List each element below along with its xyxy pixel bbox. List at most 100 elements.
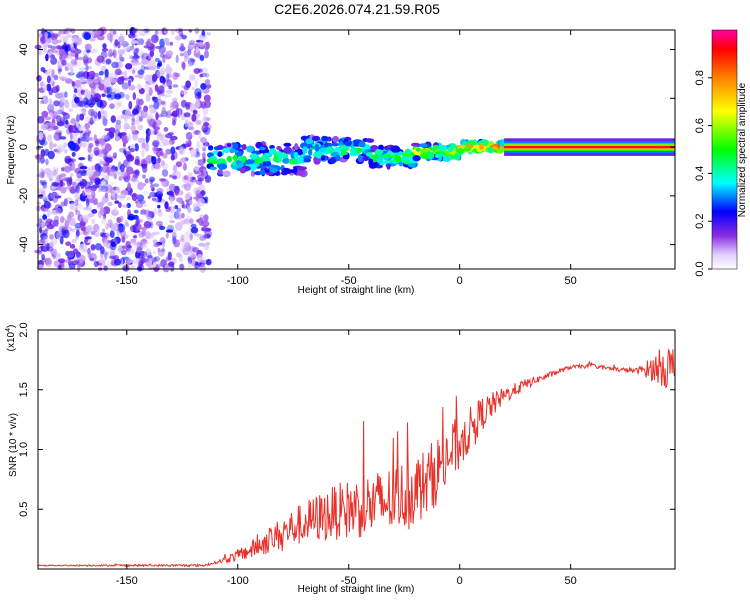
noise-speckle <box>205 242 211 246</box>
noise-speckle <box>132 169 140 179</box>
noise-speckle <box>72 35 79 44</box>
noise-speckle <box>179 46 186 52</box>
noise-speckle <box>118 223 126 233</box>
noise-speckle <box>150 183 154 189</box>
noise-speckle <box>64 149 68 154</box>
noise-speckle <box>192 110 198 115</box>
track-speckle <box>373 149 384 155</box>
track-speckle <box>213 146 220 151</box>
track-speckle <box>370 145 377 153</box>
noise-speckle <box>130 238 136 244</box>
noise-speckle <box>147 195 151 199</box>
noise-speckle <box>99 207 105 216</box>
noise-speckle <box>70 172 74 177</box>
colorbar-tick-label: 0.0 <box>694 261 706 276</box>
noise-speckle <box>197 215 202 219</box>
noise-speckle <box>37 33 43 38</box>
noise-speckle <box>39 157 46 164</box>
noise-speckle <box>165 256 171 261</box>
noise-speckle <box>185 53 190 59</box>
noise-speckle <box>151 164 155 171</box>
noise-speckle <box>118 201 122 209</box>
noise-speckle <box>184 231 191 238</box>
noise-speckle <box>82 141 87 148</box>
noise-speckle <box>146 64 151 68</box>
noise-speckle <box>79 165 88 170</box>
noise-speckle <box>154 162 162 170</box>
noise-speckle <box>88 143 94 148</box>
noise-speckle <box>130 178 136 182</box>
noise-speckle <box>157 98 163 106</box>
noise-speckle <box>204 49 209 59</box>
noise-speckle <box>184 143 191 148</box>
noise-speckle <box>184 119 189 128</box>
noise-speckle <box>46 83 52 92</box>
noise-speckle <box>40 233 48 240</box>
noise-speckle <box>119 33 124 38</box>
noise-speckle <box>118 147 127 153</box>
noise-speckle <box>58 225 62 232</box>
noise-speckle <box>205 117 211 121</box>
track-speckle <box>321 135 328 142</box>
x-tick-label: -150 <box>116 275 138 287</box>
noise-speckle <box>190 223 197 228</box>
noise-speckle <box>67 250 74 258</box>
noise-speckle <box>102 234 108 244</box>
track-speckle <box>269 167 278 174</box>
noise-speckle <box>198 243 206 247</box>
noise-speckle <box>60 96 65 103</box>
noise-speckle <box>113 173 117 180</box>
track-speckle <box>262 160 272 167</box>
noise-speckle <box>75 229 80 237</box>
noise-speckle <box>162 139 169 147</box>
noise-speckle <box>158 141 166 147</box>
noise-speckle <box>197 91 202 99</box>
track-speckle <box>386 163 391 170</box>
noise-speckle <box>196 253 203 263</box>
track-speckle <box>327 142 333 148</box>
noise-speckle <box>121 256 130 260</box>
track-speckle <box>390 145 401 153</box>
track-speckle <box>222 170 231 178</box>
noise-speckle <box>57 258 66 264</box>
noise-speckle <box>70 228 76 232</box>
track-speckle <box>376 156 383 164</box>
y-tick-label: 40 <box>18 43 30 55</box>
noise-speckle <box>70 28 76 34</box>
noise-speckle <box>61 111 67 116</box>
noise-speckle <box>100 109 105 115</box>
noise-speckle <box>151 146 159 152</box>
noise-speckle <box>156 29 163 36</box>
noise-speckle <box>115 236 121 244</box>
noise-speckle <box>94 177 101 186</box>
noise-speckle <box>109 241 117 251</box>
noise-speckle <box>136 241 141 248</box>
noise-speckle <box>98 259 106 264</box>
track-speckle <box>386 154 391 158</box>
noise-speckle <box>84 123 90 130</box>
noise-speckle <box>46 75 51 84</box>
noise-speckle <box>194 27 200 35</box>
noise-speckle <box>141 52 150 61</box>
noise-speckle <box>182 247 190 256</box>
y-tick-label: -40 <box>18 237 30 253</box>
noise-speckle <box>167 141 172 146</box>
noise-speckle <box>180 220 186 225</box>
noise-speckle <box>107 48 114 55</box>
noise-speckle <box>190 130 196 138</box>
noise-speckle <box>163 126 169 132</box>
noise-speckle <box>195 99 201 108</box>
noise-speckle <box>159 225 166 231</box>
noise-speckle <box>51 186 58 190</box>
noise-speckle <box>189 232 193 241</box>
noise-speckle <box>151 34 159 44</box>
noise-speckle <box>78 243 87 252</box>
noise-speckle <box>100 171 107 178</box>
noise-speckle <box>42 213 47 221</box>
noise-speckle <box>185 131 191 141</box>
noise-speckle <box>149 176 156 183</box>
noise-speckle <box>39 100 45 105</box>
noise-speckle <box>126 258 130 267</box>
noise-speckle <box>45 53 49 62</box>
